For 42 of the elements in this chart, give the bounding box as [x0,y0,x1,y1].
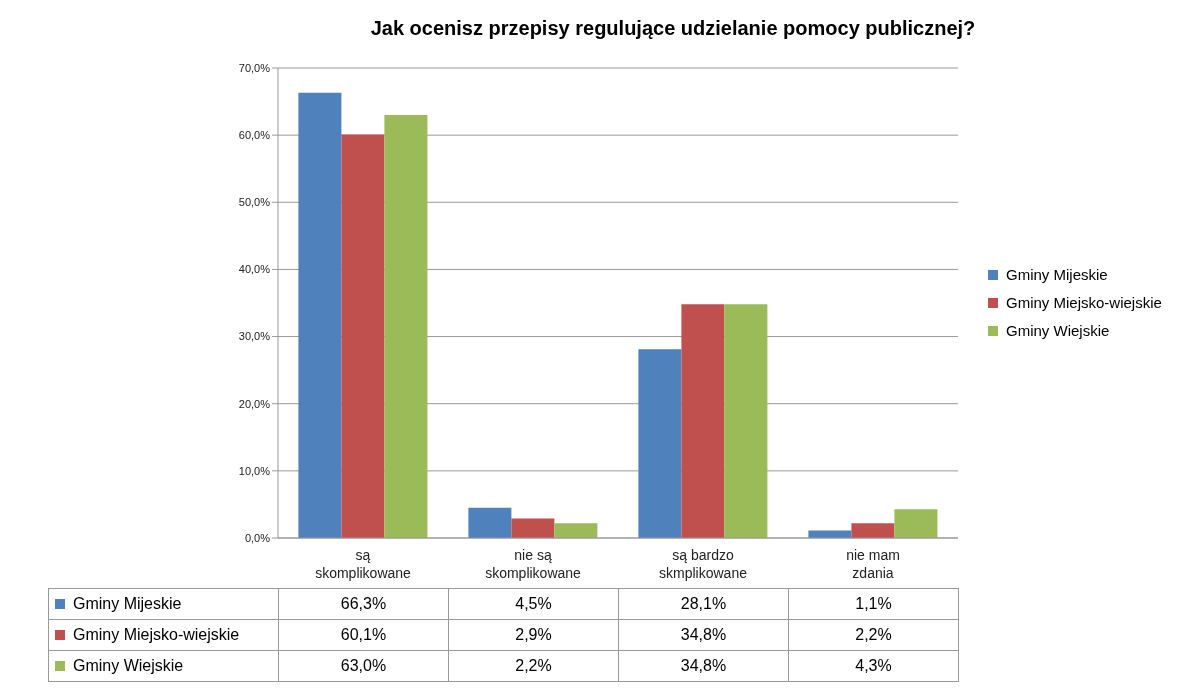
data-label: 4,3% [788,650,959,682]
bar [638,349,682,538]
chart-title: Jak ocenisz przepisy regulujące udzielanie pomocy publicznej? [369,16,977,41]
bar [554,523,598,538]
legend-label: Gminy Miejsko-wiejskie [1005,293,1162,313]
data-label: 60,1% [278,619,449,651]
bar [681,304,725,538]
y-tick-label: 20,0% [238,397,271,410]
bar [384,115,428,538]
data-label: 34,8% [618,619,789,651]
data-label: 66,3% [278,588,449,620]
data-label: 63,0% [278,650,449,682]
bar [468,507,512,538]
data-label: 34,8% [618,650,789,682]
bar [851,523,895,538]
bar [298,92,342,538]
y-tick-label: 70,0% [238,61,271,74]
data-label: 4,5% [448,588,619,620]
data-label: 2,9% [448,619,619,651]
data-label: 2,2% [448,650,619,682]
data-label: 1,1% [788,588,959,620]
data-label: 2,2% [788,619,959,651]
legend-label: Gminy Mijeskie [48,588,279,620]
y-tick-label: 50,0% [238,196,271,209]
x-tick-label: nie są skomplikowane [485,547,582,581]
data-label: 28,1% [618,588,789,620]
y-tick-label: 40,0% [238,263,271,276]
text: Gminy Miejsko-wiejskie [73,626,240,643]
y-tick-label: 10,0% [238,464,271,477]
bar [894,509,938,538]
x-tick-label: są bardzo skmplikowane [659,547,748,581]
legend-label: Gminy Wiejskie [1005,321,1111,341]
text: Gminy Mijeskie [1006,266,1108,283]
x-tick-label: są skomplikowane [315,547,412,581]
bar [511,518,555,538]
bar [341,134,385,538]
y-tick-label: 0,0% [244,531,271,544]
y-tick-label: 60,0% [238,129,271,142]
bar [724,304,768,538]
text: Gminy Wiejskie [73,657,184,674]
x-tick-label: nie mam zdania [846,547,900,581]
y-tick-label: 30,0% [238,330,271,343]
